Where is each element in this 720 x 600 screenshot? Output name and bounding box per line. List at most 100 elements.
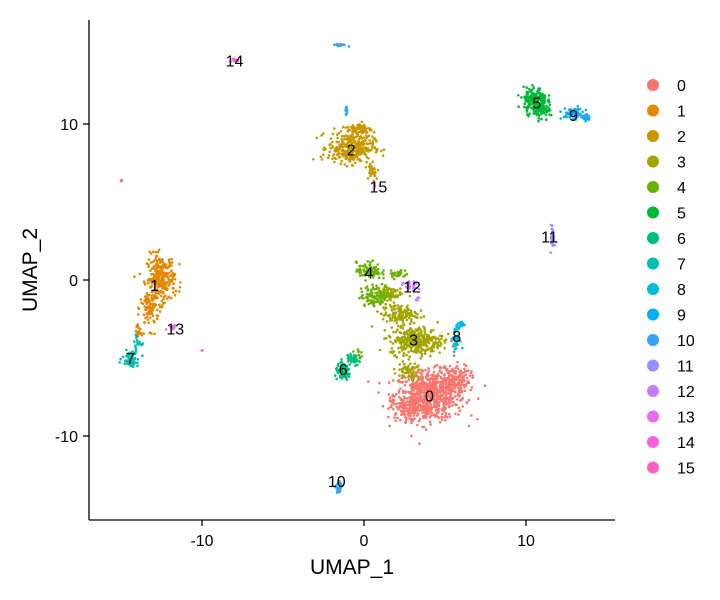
point xyxy=(160,299,164,303)
cluster-15-points xyxy=(119,178,377,189)
legend-label-3: 3 xyxy=(677,155,686,172)
point xyxy=(420,330,423,334)
point xyxy=(347,45,351,48)
point xyxy=(549,223,553,227)
point xyxy=(535,107,539,111)
point xyxy=(388,303,392,307)
point xyxy=(406,412,409,416)
point xyxy=(153,332,156,336)
point xyxy=(336,153,340,156)
point xyxy=(426,371,430,375)
point xyxy=(155,317,159,321)
point xyxy=(396,270,400,274)
point xyxy=(440,408,444,412)
point xyxy=(168,262,172,265)
point xyxy=(359,264,362,268)
point xyxy=(392,277,396,281)
legend-swatch-1 xyxy=(647,104,659,117)
point xyxy=(331,144,335,148)
cluster-label-5: 5 xyxy=(532,96,541,113)
point xyxy=(438,369,441,373)
point xyxy=(368,129,372,132)
point xyxy=(411,385,415,389)
point xyxy=(357,353,361,357)
point xyxy=(173,278,177,281)
point xyxy=(417,388,421,391)
point xyxy=(407,336,411,340)
point xyxy=(418,334,421,337)
point xyxy=(329,146,333,150)
cluster-label-9: 9 xyxy=(569,108,578,125)
point xyxy=(534,112,538,115)
point xyxy=(418,384,421,388)
point xyxy=(161,258,164,261)
point xyxy=(375,270,379,274)
point xyxy=(153,290,156,293)
point xyxy=(455,323,459,327)
point xyxy=(425,412,429,415)
point xyxy=(394,340,398,344)
point xyxy=(531,83,534,87)
cluster-3-points xyxy=(370,284,456,382)
point xyxy=(147,281,150,285)
point xyxy=(358,123,362,126)
point xyxy=(365,160,368,164)
point xyxy=(127,355,131,359)
point xyxy=(571,115,575,118)
point xyxy=(448,404,452,408)
point xyxy=(140,333,143,337)
point xyxy=(385,288,389,291)
point xyxy=(436,337,440,340)
point xyxy=(346,368,350,372)
point xyxy=(133,351,136,355)
point xyxy=(399,326,402,329)
point xyxy=(544,113,548,117)
point xyxy=(371,301,375,305)
point xyxy=(546,99,550,103)
point xyxy=(356,363,359,367)
point xyxy=(425,333,429,337)
point xyxy=(339,365,343,368)
point xyxy=(402,354,405,358)
point xyxy=(470,414,473,417)
point xyxy=(454,366,458,370)
legend-label-2: 2 xyxy=(677,129,686,146)
point xyxy=(451,389,455,393)
point xyxy=(379,301,382,304)
point xyxy=(376,297,380,301)
point xyxy=(383,329,387,332)
point xyxy=(134,333,138,337)
point xyxy=(368,162,372,166)
point xyxy=(427,389,430,393)
point xyxy=(403,348,407,351)
point xyxy=(403,269,407,272)
point xyxy=(368,264,372,267)
point xyxy=(155,283,159,286)
point xyxy=(339,43,343,46)
point xyxy=(355,143,359,147)
point xyxy=(525,106,528,109)
point xyxy=(174,289,178,293)
point xyxy=(165,297,169,300)
point xyxy=(412,344,415,347)
point xyxy=(371,276,375,279)
point xyxy=(164,263,168,267)
point xyxy=(444,383,448,386)
point xyxy=(328,143,332,147)
point xyxy=(430,329,433,332)
point xyxy=(333,156,337,160)
point xyxy=(361,126,364,129)
point xyxy=(361,264,365,268)
point xyxy=(373,167,376,170)
point xyxy=(378,381,381,385)
point xyxy=(433,374,437,377)
point xyxy=(422,404,426,408)
point xyxy=(525,86,528,89)
point xyxy=(414,399,418,403)
point xyxy=(159,279,163,283)
point xyxy=(169,296,173,300)
point xyxy=(396,324,400,328)
point xyxy=(395,321,399,325)
point xyxy=(370,165,374,168)
point xyxy=(417,377,420,381)
